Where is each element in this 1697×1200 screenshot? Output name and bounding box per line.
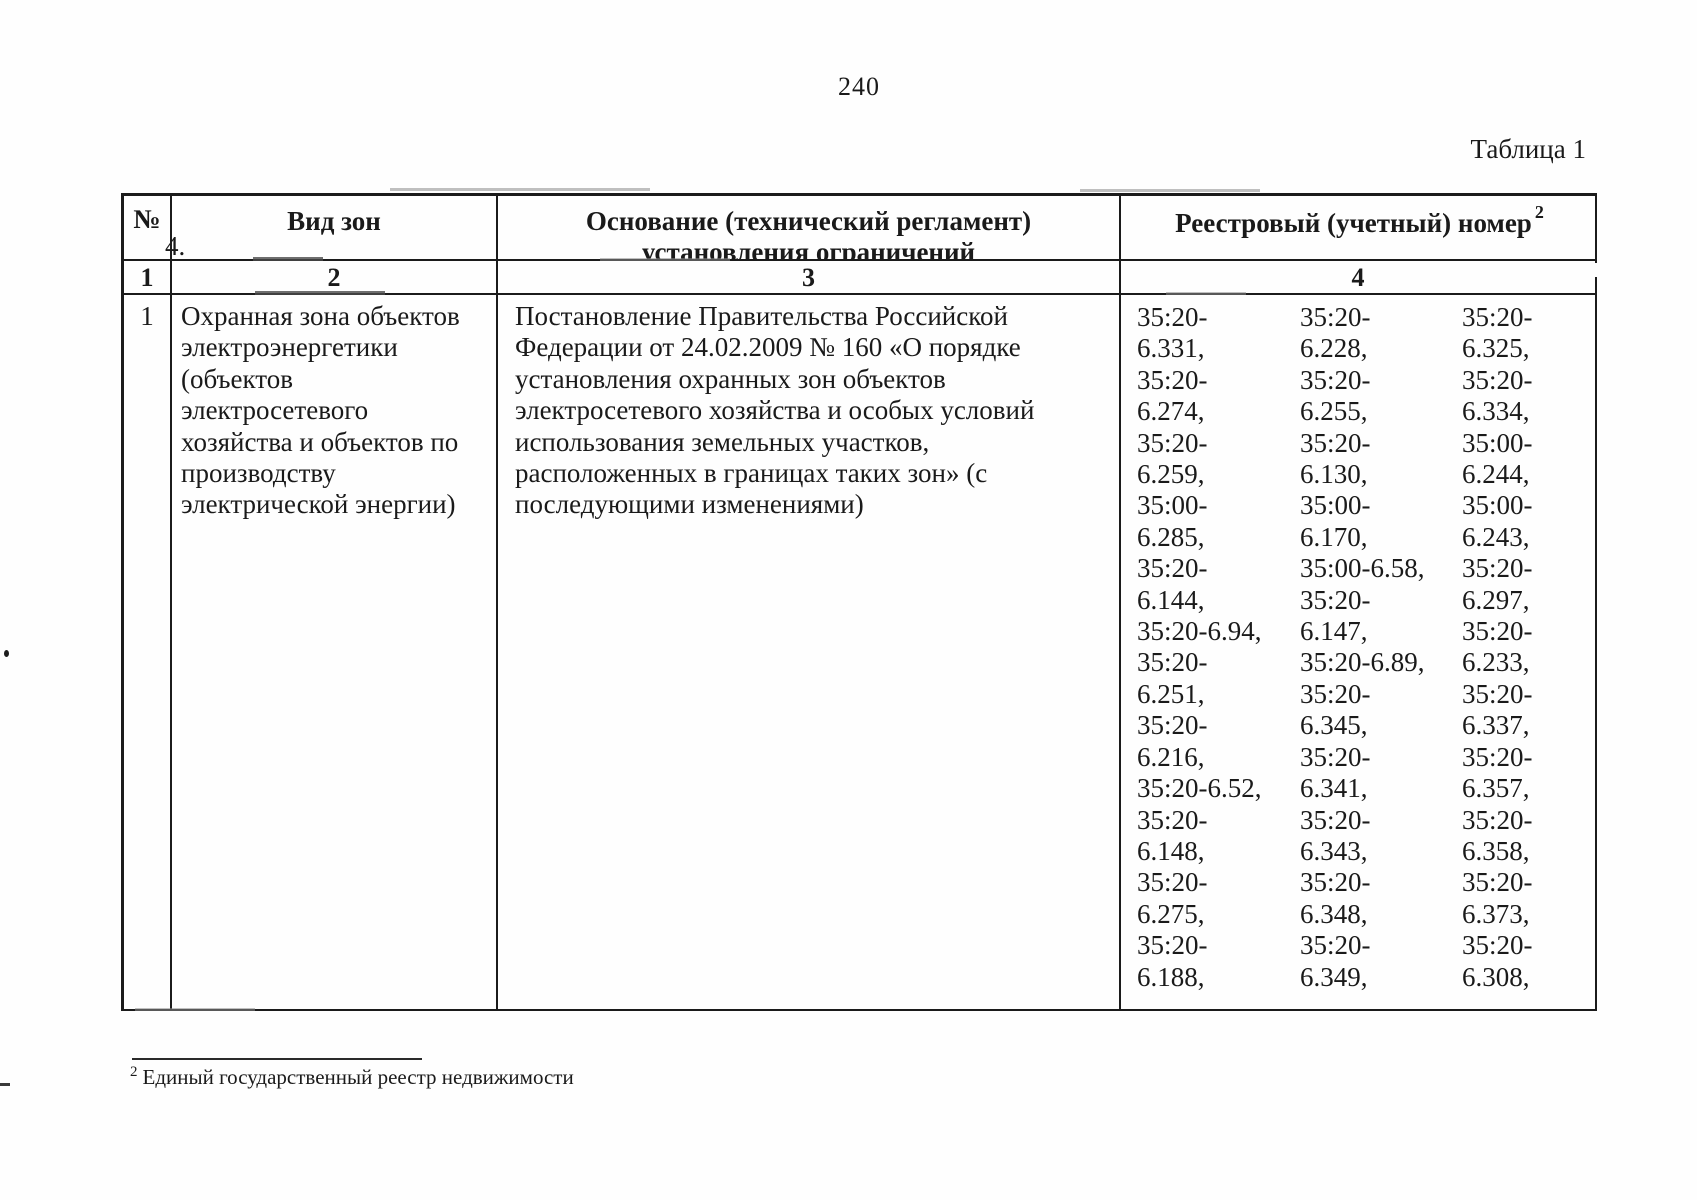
registry-numbers-subcolumn-1: 35:20- 6.331, 35:20- 6.274, 35:20- 6.259… [1137,302,1262,992]
footnote-separator-rule [132,1058,422,1060]
scan-smudge-artifact [135,1008,255,1011]
footnote-marker: 2 [130,1064,138,1080]
header-registry-label: Реестровый (учетный) номер [1175,208,1532,238]
header-cell-basis: Основание (технический регламент) устано… [498,196,1121,261]
header-registry-footnote-ref: 2 [1534,202,1544,222]
row-cell-number: 1 [124,295,172,1009]
scan-smudge-artifact [390,188,650,191]
header-cell-zone-type: Вид зон [172,196,498,261]
stray-handwritten-four-artifact: 4. [165,231,186,261]
restrictions-table: № Вид зон Основание (технический регламе… [121,193,1597,1011]
registry-numbers-subcolumn-3: 35:20- 6.325, 35:20- 6.334, 35:00- 6.244… [1462,302,1533,992]
header-cell-number-sign: № [124,196,172,261]
column-number-1: 1 [124,261,172,295]
row-cell-zone-type: Охранная зона объектов электроэнергетики… [172,295,498,1009]
row-cell-basis: Постановление Правительства Российской Ф… [498,295,1121,1009]
table-caption: Таблица 1 [1470,134,1586,164]
page-number: 240 [838,72,880,101]
scan-smudge-artifact [1166,292,1246,295]
row-cell-registry-numbers: 35:20- 6.331, 35:20- 6.274, 35:20- 6.259… [1121,295,1595,1009]
column-number-4: 4 [1121,261,1595,295]
header-cell-registry-number: Реестровый (учетный) номер 2 [1121,196,1595,261]
registry-numbers-subcolumn-2: 35:20- 6.228, 35:20- 6.255, 35:20- 6.130… [1300,302,1425,992]
scan-smudge-artifact [1080,189,1260,192]
footnote: 2 Единый государственный реестр недвижимо… [130,1064,574,1090]
scan-smudge-artifact [255,291,385,295]
column-number-2: 2 [172,261,498,295]
scan-smudge-artifact [600,258,730,261]
header-zone-type-label: Вид зон [287,206,381,236]
header-number-sign-label: № [133,204,161,234]
scan-smudge-artifact [253,257,323,261]
scan-speck-artifact [4,650,9,657]
footnote-text: Единый государственный реестр недвижимос… [142,1065,574,1089]
scan-border-gap-artifact [1593,263,1598,277]
column-number-3: 3 [498,261,1121,295]
scan-edge-dash-artifact [0,1083,10,1086]
